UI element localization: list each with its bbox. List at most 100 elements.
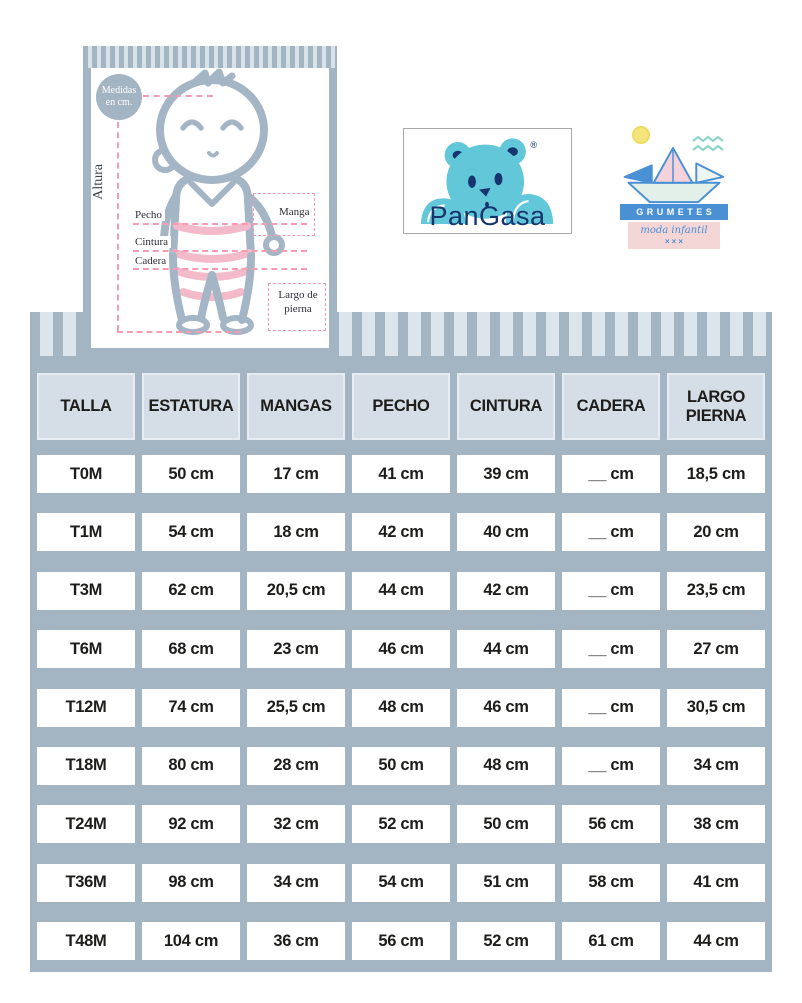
cintura-dashed-line <box>133 250 307 252</box>
grumetes-tagline: moda infantil <box>640 225 708 236</box>
table-cell: 20 cm <box>667 513 765 552</box>
size-table: TALLA ESTATURA MANGAS PECHO CINTURA CADERA LAR… <box>30 312 772 972</box>
table-row: T3M 62 cm 20,5 cm 44 cm 42 cm __ cm 23,5 cm <box>37 571 765 610</box>
table-cell: 18,5 cm <box>667 455 765 493</box>
table-cell: 39 cm <box>457 455 555 493</box>
table-cell: 46 cm <box>457 688 555 727</box>
column-header: PECHO <box>352 373 450 440</box>
size-cell: T36M <box>37 863 135 902</box>
table-row: T1M 54 cm 18 cm 42 cm 40 cm __ cm 20 cm <box>37 513 765 552</box>
illustration-frame: Medidas en cm. Altura Pecho Cintura Cade… <box>83 68 337 356</box>
table-cell: 30,5 cm <box>667 688 765 727</box>
table-cell: 74 cm <box>142 688 240 727</box>
column-header: TALLA <box>37 373 135 440</box>
table-row: T18M 80 cm 28 cm 50 cm 48 cm __ cm 34 cm <box>37 746 765 785</box>
cintura-label: Cintura <box>135 236 171 248</box>
size-cell: T0M <box>37 455 135 493</box>
table-cell: 62 cm <box>142 571 240 610</box>
cadera-label: Cadera <box>135 255 170 267</box>
table-cell: 52 cm <box>457 922 555 961</box>
pecho-label: Pecho <box>135 209 165 221</box>
table-cell: 56 cm <box>352 922 450 961</box>
table-row: T12M 74 cm 25,5 cm 48 cm 46 cm __ cm 30,5 cm <box>37 688 765 727</box>
table-cell: 41 cm <box>352 455 450 493</box>
column-header: MANGAS <box>247 373 345 440</box>
altura-label: Altura <box>91 164 106 200</box>
table-cell: 18 cm <box>247 513 345 552</box>
table-cell: 28 cm <box>247 746 345 785</box>
table-cell: 17 cm <box>247 455 345 493</box>
size-table-body: T0M 50 cm 17 cm 41 cm 39 cm __ cm 18,5 cm T1M 54… <box>37 455 765 981</box>
sun-icon <box>632 126 650 144</box>
illustration-top-stripes <box>83 46 337 68</box>
table-row: T24M 92 cm 32 cm 52 cm 50 cm 56 cm 38 cm <box>37 805 765 844</box>
table-cell: 50 cm <box>457 805 555 844</box>
table-cell: 44 cm <box>667 922 765 961</box>
grumetes-kisses: ××× <box>664 237 685 246</box>
size-cell: T24M <box>37 805 135 844</box>
table-cell: __ cm <box>562 746 660 785</box>
table-cell: 25,5 cm <box>247 688 345 727</box>
column-header: CADERA <box>562 373 660 440</box>
table-cell: 50 cm <box>142 455 240 493</box>
size-cell: T48M <box>37 922 135 961</box>
table-cell: 44 cm <box>352 571 450 610</box>
table-cell: 54 cm <box>352 863 450 902</box>
altura-bottom-dashed-line <box>117 331 241 333</box>
table-cell: 46 cm <box>352 630 450 669</box>
size-cell: T1M <box>37 513 135 552</box>
table-cell: 92 cm <box>142 805 240 844</box>
table-cell: 36 cm <box>247 922 345 961</box>
table-cell: 50 cm <box>352 746 450 785</box>
manga-dashed-box <box>253 193 315 236</box>
table-cell: 51 cm <box>457 863 555 902</box>
zigzag-icon <box>692 135 724 152</box>
teddy-bear-icon <box>420 138 554 224</box>
table-cell: 98 cm <box>142 863 240 902</box>
column-header: CINTURA <box>457 373 555 440</box>
table-row: T6M 68 cm 23 cm 46 cm 44 cm __ cm 27 cm <box>37 630 765 669</box>
size-table-header-row: TALLA ESTATURA MANGAS PECHO CINTURA CADERA LAR… <box>37 373 765 440</box>
table-row: T48M 104 cm 36 cm 56 cm 52 cm 61 cm 44 cm <box>37 922 765 961</box>
table-row: T36M 98 cm 34 cm 54 cm 51 cm 58 cm 41 cm <box>37 863 765 902</box>
grumetes-logo: GRUMETES moda infantil ××× <box>616 116 732 249</box>
table-cell: 56 cm <box>562 805 660 844</box>
table-cell: 54 cm <box>142 513 240 552</box>
table-cell: 104 cm <box>142 922 240 961</box>
pangasa-wordmark: PanGasa <box>429 201 546 231</box>
column-header: ESTATURA <box>142 373 240 440</box>
table-cell: 23 cm <box>247 630 345 669</box>
table-cell: __ cm <box>562 513 660 552</box>
table-cell: __ cm <box>562 571 660 610</box>
paper-boat-icon <box>623 146 725 204</box>
table-cell: 42 cm <box>352 513 450 552</box>
altura-dashed-line <box>117 122 119 331</box>
table-cell: 48 cm <box>352 688 450 727</box>
table-cell: 68 cm <box>142 630 240 669</box>
manga-label: Manga <box>277 206 312 218</box>
table-cell: 61 cm <box>562 922 660 961</box>
grumetes-tagline-ribbon: moda infantil ××× <box>628 222 720 249</box>
table-cell: 20,5 cm <box>247 571 345 610</box>
size-cell: T12M <box>37 688 135 727</box>
table-cell: 40 cm <box>457 513 555 552</box>
table-cell: 32 cm <box>247 805 345 844</box>
measurement-illustration: Medidas en cm. Altura Pecho Cintura Cade… <box>83 46 337 356</box>
registered-trademark: ® <box>530 140 537 150</box>
table-cell: 44 cm <box>457 630 555 669</box>
table-cell: __ cm <box>562 630 660 669</box>
pangasa-logo: ® PanGasa <box>403 128 572 234</box>
table-cell: 34 cm <box>667 746 765 785</box>
table-cell: 34 cm <box>247 863 345 902</box>
column-header: LARGO PIERNA <box>667 373 765 440</box>
table-cell: 42 cm <box>457 571 555 610</box>
table-cell: __ cm <box>562 455 660 493</box>
table-cell: 58 cm <box>562 863 660 902</box>
largo-pierna-dashed-box <box>268 283 326 331</box>
table-cell: 48 cm <box>457 746 555 785</box>
size-cell: T6M <box>37 630 135 669</box>
pecho-dashed-line <box>133 223 307 225</box>
badge-dashed-line <box>143 95 213 97</box>
table-cell: 41 cm <box>667 863 765 902</box>
